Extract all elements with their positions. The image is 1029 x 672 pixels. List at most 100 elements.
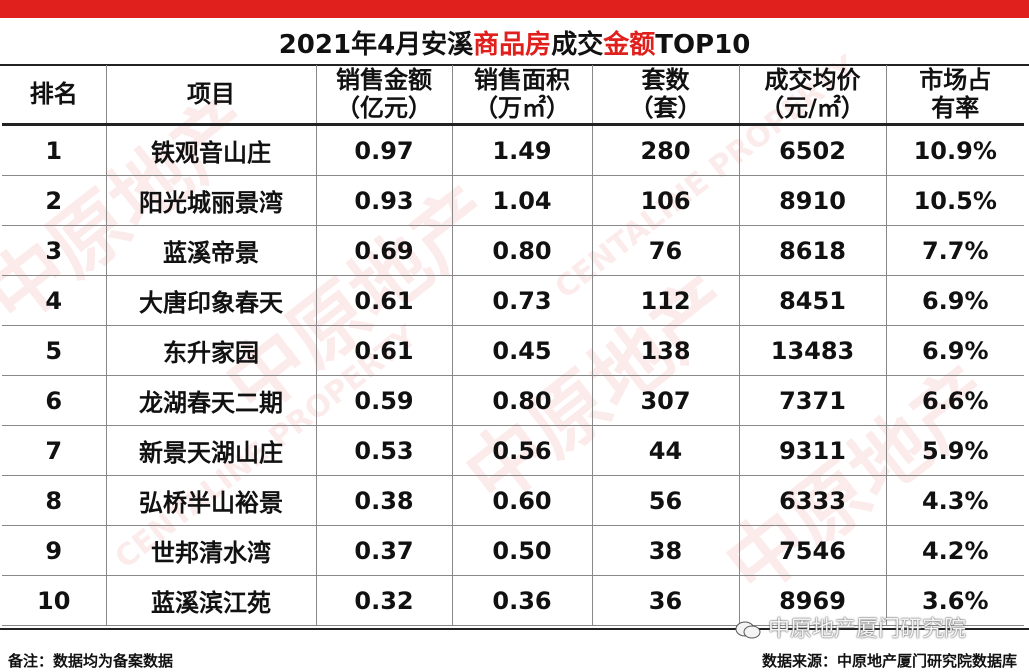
market-share-cell: 10.5% xyxy=(886,175,1024,226)
units-cell: 56 xyxy=(592,475,740,526)
project-cell: 东升家园 xyxy=(106,325,317,376)
market-share-cell: 10.9% xyxy=(886,124,1024,176)
market-share-cell: 4.2% xyxy=(886,525,1024,576)
units-cell: 138 xyxy=(592,325,740,376)
market-share-cell: 6.6% xyxy=(886,375,1024,426)
sales-amount-cell: 0.37 xyxy=(316,525,453,576)
units-cell: 112 xyxy=(592,275,740,326)
sales-amount-cell: 0.59 xyxy=(316,375,453,426)
table-row: 7 新景天湖山庄 0.53 0.56 44 9311 5.9% xyxy=(2,425,1024,476)
title-part: 2021年4月安溪 xyxy=(278,30,474,60)
header-sales-area: 销售面积 （万㎡） xyxy=(452,65,593,126)
avg-price-cell: 8969 xyxy=(739,575,887,626)
table-row: 3 蓝溪帝景 0.69 0.80 76 8618 7.7% xyxy=(2,225,1024,276)
units-cell: 307 xyxy=(592,375,740,426)
title-part: TOP10 xyxy=(655,30,751,60)
sales-area-cell: 0.60 xyxy=(452,475,593,526)
units-cell: 280 xyxy=(592,124,740,176)
header-avg-price: 成交均价 （元/㎡） xyxy=(739,65,887,126)
rank-cell: 9 xyxy=(2,525,107,576)
table-row: 1 铁观音山庄 0.97 1.49 280 6502 10.9% xyxy=(2,124,1024,176)
rank-cell: 2 xyxy=(2,175,107,226)
header-units: 套数 （套） xyxy=(592,65,740,126)
avg-price-cell: 8618 xyxy=(739,225,887,276)
sales-amount-cell: 0.38 xyxy=(316,475,453,526)
sales-amount-cell: 0.61 xyxy=(316,325,453,376)
table-row: 9 世邦清水湾 0.37 0.50 38 7546 4.2% xyxy=(2,525,1024,576)
project-cell: 龙湖春天二期 xyxy=(106,375,317,426)
footer-divider xyxy=(0,628,1029,630)
avg-price-cell: 7546 xyxy=(739,525,887,576)
avg-price-cell: 9311 xyxy=(739,425,887,476)
table-row: 8 弘桥半山裕景 0.38 0.60 56 6333 4.3% xyxy=(2,475,1024,526)
rank-cell: 10 xyxy=(2,575,107,626)
sales-area-cell: 1.04 xyxy=(452,175,593,226)
rank-cell: 3 xyxy=(2,225,107,276)
units-cell: 106 xyxy=(592,175,740,226)
project-cell: 大唐印象春天 xyxy=(106,275,317,326)
sales-area-cell: 0.36 xyxy=(452,575,593,626)
project-cell: 新景天湖山庄 xyxy=(106,425,317,476)
sales-area-cell: 0.45 xyxy=(452,325,593,376)
market-share-cell: 5.9% xyxy=(886,425,1024,476)
table-row: 6 龙湖春天二期 0.59 0.80 307 7371 6.6% xyxy=(2,375,1024,426)
rank-cell: 5 xyxy=(2,325,107,376)
sales-amount-cell: 0.32 xyxy=(316,575,453,626)
sales-amount-cell: 0.93 xyxy=(316,175,453,226)
avg-price-cell: 8451 xyxy=(739,275,887,326)
title-highlight: 金额 xyxy=(603,30,656,60)
sales-amount-cell: 0.61 xyxy=(316,275,453,326)
avg-price-cell: 6502 xyxy=(739,124,887,176)
header-row: 排名 项目 销售金额 （亿元） 销售面积 （万㎡） 套数 （套） 成交均价 （元/㎡） … xyxy=(2,65,1024,126)
title-highlight: 商品房 xyxy=(473,30,552,60)
avg-price-cell: 13483 xyxy=(739,325,887,376)
market-share-cell: 3.6% xyxy=(886,575,1024,626)
top-accent-bar xyxy=(0,0,1029,18)
wechat-icon xyxy=(735,621,761,639)
data-source: 数据来源：中原地产厦门研究院数据库 xyxy=(761,652,1017,670)
header-rank: 排名 xyxy=(2,65,107,126)
header-project: 项目 xyxy=(106,65,317,126)
avg-price-cell: 6333 xyxy=(739,475,887,526)
market-share-cell: 7.7% xyxy=(886,225,1024,276)
header-market-share: 市场占 有率 xyxy=(886,65,1024,126)
units-cell: 36 xyxy=(592,575,740,626)
units-cell: 44 xyxy=(592,425,740,476)
sales-area-cell: 0.56 xyxy=(452,425,593,476)
footnote: 备注：数据均为备案数据 xyxy=(8,652,174,670)
ranking-table: 排名 项目 销售金额 （亿元） 销售面积 （万㎡） 套数 （套） 成交均价 （元/㎡） … xyxy=(2,65,1024,626)
sales-area-cell: 0.50 xyxy=(452,525,593,576)
project-cell: 蓝溪滨江苑 xyxy=(106,575,317,626)
units-cell: 76 xyxy=(592,225,740,276)
sales-area-cell: 1.49 xyxy=(452,124,593,176)
market-share-cell: 6.9% xyxy=(886,325,1024,376)
units-cell: 38 xyxy=(592,525,740,576)
project-cell: 铁观音山庄 xyxy=(106,124,317,176)
project-cell: 弘桥半山裕景 xyxy=(106,475,317,526)
header-sales-amount: 销售金额 （亿元） xyxy=(316,65,453,126)
rank-cell: 8 xyxy=(2,475,107,526)
table-row: 5 东升家园 0.61 0.45 138 13483 6.9% xyxy=(2,325,1024,376)
project-cell: 阳光城丽景湾 xyxy=(106,175,317,226)
project-cell: 蓝溪帝景 xyxy=(106,225,317,276)
rank-cell: 6 xyxy=(2,375,107,426)
table-title: 2021年4月安溪商品房成交金额TOP10 xyxy=(0,26,1029,64)
table-row: 2 阳光城丽景湾 0.93 1.04 106 8910 10.5% xyxy=(2,175,1024,226)
wechat-label: 中原地产厦门研究院 xyxy=(768,617,967,642)
sales-amount-cell: 0.53 xyxy=(316,425,453,476)
sales-area-cell: 0.80 xyxy=(452,375,593,426)
avg-price-cell: 7371 xyxy=(739,375,887,426)
wechat-watermark: 中原地产厦门研究院 xyxy=(735,611,966,643)
sales-area-cell: 0.80 xyxy=(452,225,593,276)
rank-cell: 4 xyxy=(2,275,107,326)
avg-price-cell: 8910 xyxy=(739,175,887,226)
market-share-cell: 4.3% xyxy=(886,475,1024,526)
table-row: 10 蓝溪滨江苑 0.32 0.36 36 8969 3.6% xyxy=(2,575,1024,626)
rank-cell: 7 xyxy=(2,425,107,476)
market-share-cell: 6.9% xyxy=(886,275,1024,326)
table-row: 4 大唐印象春天 0.61 0.73 112 8451 6.9% xyxy=(2,275,1024,326)
project-cell: 世邦清水湾 xyxy=(106,525,317,576)
sales-area-cell: 0.73 xyxy=(452,275,593,326)
title-part: 成交 xyxy=(551,30,604,60)
rank-cell: 1 xyxy=(2,124,107,176)
